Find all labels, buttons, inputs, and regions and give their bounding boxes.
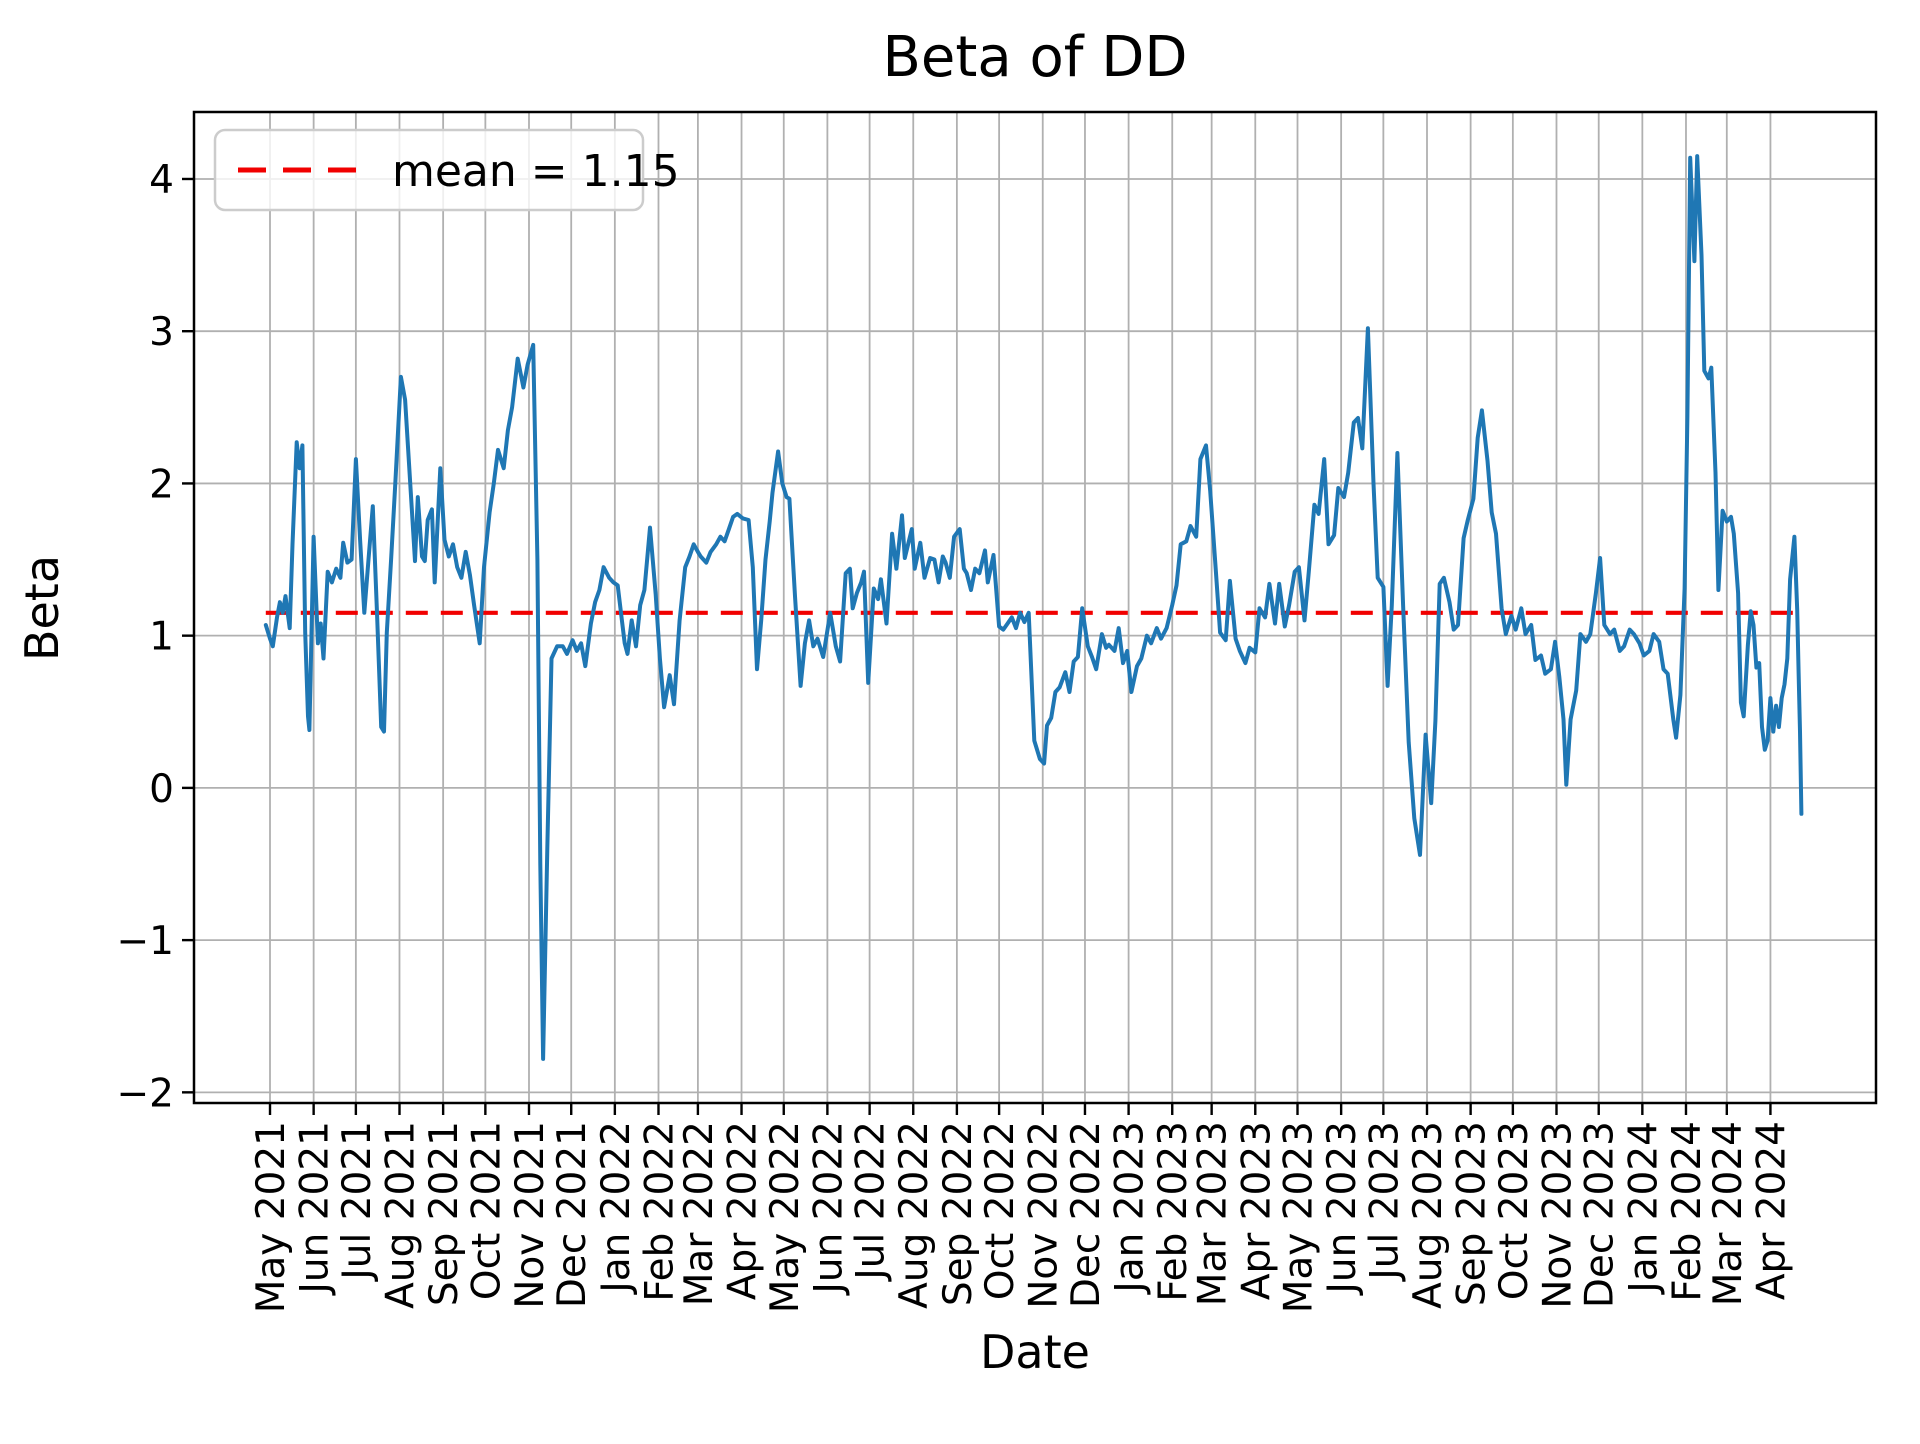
gridlines: [194, 112, 1876, 1103]
x-tick-label: Apr 2022: [721, 1121, 766, 1300]
x-tick-label: Nov 2023: [1536, 1121, 1581, 1309]
y-tick-label: 2: [149, 462, 174, 507]
x-tick-label: Mar 2023: [1191, 1121, 1236, 1306]
x-tick-label: Oct 2022: [978, 1121, 1023, 1300]
x-tick-label: Sep 2023: [1450, 1121, 1495, 1306]
y-axis-label: Beta: [15, 555, 69, 661]
x-tick-label: Dec 2022: [1064, 1121, 1109, 1308]
series-layer: [263, 154, 1804, 1061]
x-tick-label: May 2021: [249, 1121, 294, 1313]
x-tick-label: Feb 2024: [1665, 1121, 1710, 1302]
x-tick-label: May 2023: [1277, 1121, 1322, 1313]
beta-series-line: [263, 154, 1804, 1061]
axes-frame-and-ticks: [182, 110, 1878, 1115]
x-tick-label: Jan 2022: [594, 1121, 639, 1296]
x-tick-label: Dec 2021: [550, 1121, 595, 1308]
x-tick-label: Apr 2023: [1234, 1121, 1279, 1300]
x-tick-label: Jan 2024: [1621, 1121, 1666, 1296]
chart-title: Beta of DD: [883, 25, 1188, 90]
y-tick-label: 4: [149, 158, 174, 203]
x-axis-label: Date: [980, 1325, 1090, 1379]
x-tick-label: Jul 2021: [335, 1121, 380, 1283]
x-tick-label: Dec 2023: [1578, 1121, 1623, 1308]
x-tick-label: Mar 2024: [1706, 1121, 1751, 1306]
x-tick-label: Jul 2022: [849, 1121, 894, 1283]
x-tick-label: Aug 2022: [892, 1121, 937, 1309]
x-tick-label: Oct 2021: [464, 1121, 509, 1300]
x-tick-label: Jun 2021: [293, 1121, 338, 1297]
legend-label: mean = 1.15: [392, 146, 680, 197]
y-tick-label: 1: [149, 615, 174, 660]
x-tick-label: Jan 2023: [1108, 1121, 1153, 1296]
x-tick-label: Jun 2022: [806, 1121, 851, 1297]
y-tick-label: 0: [149, 767, 174, 812]
x-tick-label: Jul 2023: [1362, 1121, 1407, 1283]
legend: mean = 1.15: [213, 128, 680, 212]
x-tick-label: Nov 2022: [1022, 1121, 1067, 1309]
x-tick-label: Aug 2023: [1406, 1121, 1451, 1309]
x-tick-label: Feb 2023: [1151, 1121, 1196, 1302]
x-tick-label: Apr 2024: [1749, 1121, 1794, 1300]
x-tick-label: Feb 2022: [638, 1121, 683, 1302]
y-tick-label: 3: [149, 310, 174, 355]
y-tick-label: −2: [117, 1071, 175, 1116]
x-tick-label: May 2022: [763, 1121, 808, 1313]
x-tick-label: Jun 2023: [1320, 1121, 1365, 1297]
x-tick-label: Oct 2023: [1492, 1121, 1537, 1300]
y-tick-label: −1: [117, 919, 175, 964]
x-tick-label: Sep 2022: [936, 1121, 981, 1306]
x-tick-label: Mar 2022: [677, 1121, 722, 1306]
legend-box: [213, 128, 645, 212]
x-tick-label: Nov 2021: [508, 1121, 553, 1309]
x-tick-label: Sep 2021: [422, 1121, 467, 1306]
x-tick-label: Aug 2021: [379, 1121, 424, 1309]
